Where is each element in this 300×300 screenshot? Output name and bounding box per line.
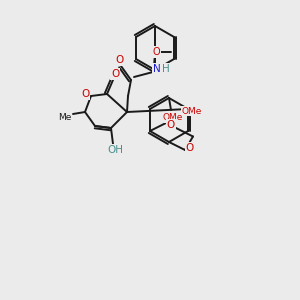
- Text: O: O: [186, 143, 194, 153]
- Text: O: O: [111, 69, 119, 79]
- Text: OMe: OMe: [163, 113, 183, 122]
- Text: N: N: [153, 64, 161, 74]
- Text: Me: Me: [58, 113, 72, 122]
- Text: O: O: [81, 89, 89, 99]
- Text: OH: OH: [107, 145, 123, 155]
- Text: OMe: OMe: [182, 106, 202, 116]
- Text: O: O: [152, 47, 160, 57]
- Text: H: H: [162, 64, 170, 74]
- Text: O: O: [115, 55, 123, 65]
- Text: O: O: [167, 120, 175, 130]
